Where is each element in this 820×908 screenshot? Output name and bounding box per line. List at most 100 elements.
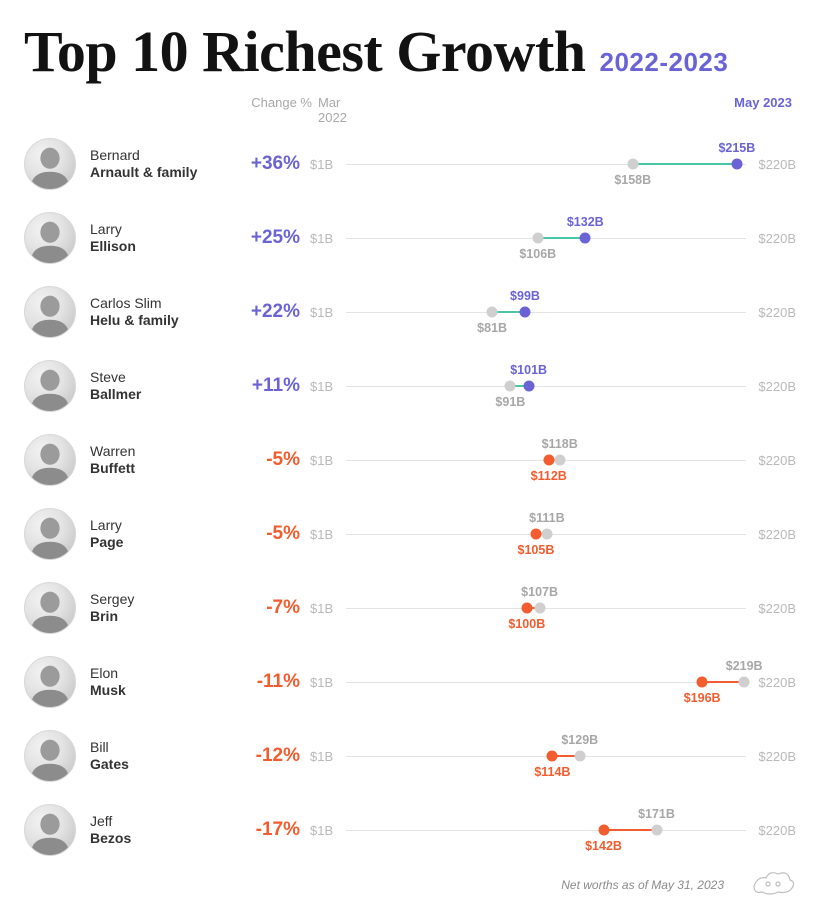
person-name: Warren Buffett [90,443,230,478]
axis-min-label: $1B [310,823,340,838]
dumbbell-track: $171B $142B [346,793,746,867]
track-line [346,608,746,609]
track-line [346,386,746,387]
start-dot [739,677,750,688]
end-value-label: $114B [534,765,570,779]
axis-min-label: $1B [310,157,340,172]
person-name: Jeff Bezos [90,813,230,848]
dumbbell-track: $129B $114B [346,719,746,793]
person-name: Larry Page [90,517,230,552]
avatar [24,138,76,190]
person-row: Larry Page -5% $1B $111B $105B $220B [24,497,796,571]
axis-max-label: $220B [752,157,796,172]
person-row: Sergey Brin -7% $1B $107B $100B $220B [24,571,796,645]
start-value-label: $129B [561,733,598,747]
start-value-label: $111B [529,511,564,525]
start-dot [532,233,543,244]
end-dot [547,751,558,762]
start-dot [627,159,638,170]
dumbbell-track: $219B $196B [346,645,746,719]
end-value-label: $112B [531,469,567,483]
last-name: Brin [90,608,230,626]
end-value-label: $196B [684,691,721,705]
person-name: Elon Musk [90,665,230,700]
axis-max-label: $220B [752,305,796,320]
dumbbell-track: $118B $112B [346,423,746,497]
person-row: Bill Gates -12% $1B $129B $114B $220B [24,719,796,793]
avatar [24,508,76,560]
axis-max-label: $220B [752,749,796,764]
avatar [24,730,76,782]
change-pct: -5% [230,449,300,471]
avatar [24,656,76,708]
first-name: Bill [90,739,230,757]
last-name: Helu & family [90,312,230,330]
person-name: Bernard Arnault & family [90,147,230,182]
person-name: Bill Gates [90,739,230,774]
avatar [24,360,76,412]
end-dot [523,381,534,392]
end-dot [543,455,554,466]
first-name: Sergey [90,591,230,609]
person-row: Elon Musk -11% $1B $219B $196B $220B [24,645,796,719]
change-pct: -5% [230,523,300,545]
axis-max-label: $220B [752,601,796,616]
axis-max-label: $220B [752,675,796,690]
axis-min-label: $1B [310,675,340,690]
axis-min-label: $1B [310,231,340,246]
start-value-label: $219B [726,659,763,673]
column-headers: Change % Mar 2022 May 2023 [24,95,796,125]
end-value-label: $101B [510,363,547,377]
col-start-header: Mar 2022 [318,95,368,125]
start-value-label: $118B [542,437,578,451]
avatar [24,286,76,338]
first-name: Larry [90,517,230,535]
end-dot [580,233,591,244]
person-name: Steve Ballmer [90,369,230,404]
end-value-label: $105B [518,543,555,557]
axis-min-label: $1B [310,527,340,542]
change-pct: -11% [230,671,300,693]
last-name: Arnault & family [90,164,230,182]
start-dot [534,603,545,614]
start-dot [574,751,585,762]
change-pct: +36% [230,153,300,175]
col-end-header: May 2023 [734,95,792,125]
first-name: Jeff [90,813,230,831]
page-title: Top 10 Richest Growth [24,18,586,85]
col-change-header: Change % [242,95,312,125]
change-pct: +11% [230,375,300,397]
start-dot [541,529,552,540]
first-name: Bernard [90,147,230,165]
person-name: Carlos Slim Helu & family [90,295,230,330]
last-name: Buffett [90,460,230,478]
axis-max-label: $220B [752,527,796,542]
change-segment [633,163,737,165]
axis-min-label: $1B [310,379,340,394]
start-value-label: $158B [614,173,651,187]
first-name: Elon [90,665,230,683]
change-segment [604,829,657,831]
year-range: 2022-2023 [600,47,729,78]
person-row: Steve Ballmer +11% $1B $91B $101B $220B [24,349,796,423]
start-value-label: $171B [638,807,675,821]
first-name: Warren [90,443,230,461]
start-dot [554,455,565,466]
track-line [346,682,746,683]
end-value-label: $132B [567,215,604,229]
dumbbell-track: $81B $99B [346,275,746,349]
person-row: Bernard Arnault & family +36% $1B $158B … [24,127,796,201]
end-value-label: $100B [508,617,545,631]
start-dot [487,307,498,318]
person-name: Sergey Brin [90,591,230,626]
dumbbell-track: $111B $105B [346,497,746,571]
last-name: Ellison [90,238,230,256]
dumbbell-track: $158B $215B [346,127,746,201]
avatar [24,582,76,634]
axis-min-label: $1B [310,601,340,616]
start-dot [651,825,662,836]
axis-max-label: $220B [752,231,796,246]
avatar [24,212,76,264]
track-line [346,830,746,831]
start-value-label: $81B [477,321,507,335]
